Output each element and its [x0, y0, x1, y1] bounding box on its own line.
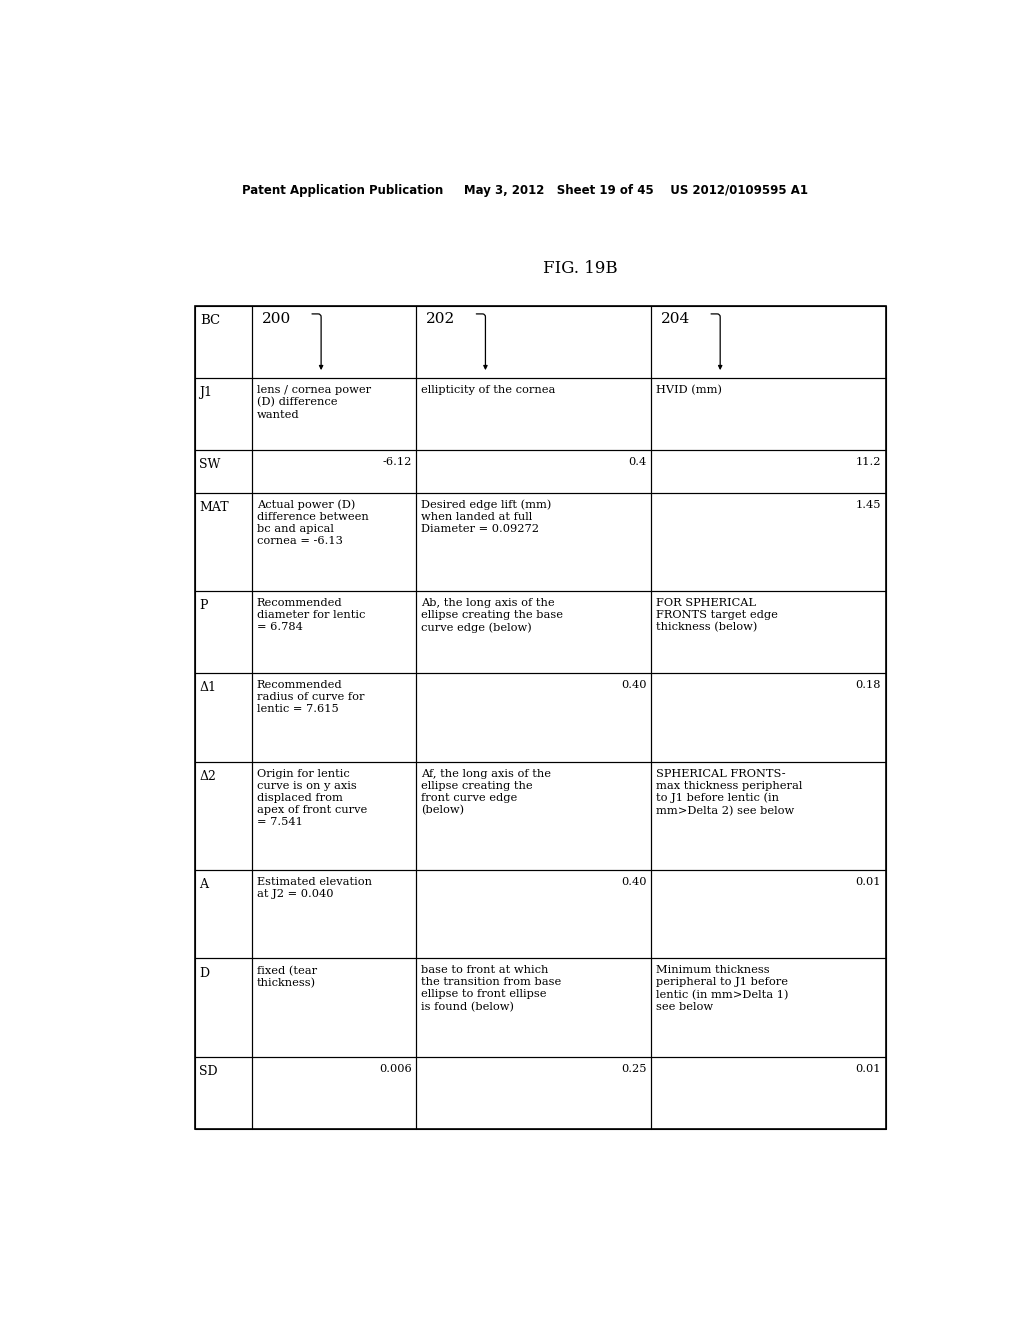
Text: 0.01: 0.01	[856, 878, 881, 887]
Text: 1.45: 1.45	[856, 500, 881, 510]
Bar	[417, 591, 651, 673]
Bar	[651, 870, 886, 958]
Text: J1: J1	[200, 387, 212, 399]
Text: Origin for lentic
curve is on y axis
displaced from
apex of front curve
= 7.541: Origin for lentic curve is on y axis dis…	[257, 768, 367, 826]
Bar	[417, 762, 651, 870]
Bar	[417, 1057, 651, 1129]
Bar	[252, 306, 417, 378]
Text: 0.01: 0.01	[856, 1064, 881, 1074]
Bar	[651, 306, 886, 378]
Bar	[417, 306, 651, 378]
Text: 202: 202	[426, 312, 455, 326]
Text: base to front at which
the transition from base
ellipse to front ellipse
is foun: base to front at which the transition fr…	[421, 965, 561, 1012]
Text: ellipticity of the cornea: ellipticity of the cornea	[421, 385, 556, 395]
Bar	[651, 378, 886, 450]
Text: MAT: MAT	[200, 500, 229, 513]
Text: BC: BC	[201, 314, 220, 327]
Text: 0.18: 0.18	[856, 680, 881, 690]
Text: D: D	[200, 966, 210, 979]
Bar	[252, 492, 417, 591]
Text: Recommended
radius of curve for
lentic = 7.615: Recommended radius of curve for lentic =…	[257, 680, 365, 714]
Bar	[196, 492, 252, 591]
Bar	[196, 591, 252, 673]
Bar	[417, 450, 651, 492]
Bar	[196, 306, 252, 378]
Text: SD: SD	[200, 1065, 218, 1078]
Text: 0.40: 0.40	[621, 680, 646, 690]
Text: Desired edge lift (mm)
when landed at full
Diameter = 0.09272: Desired edge lift (mm) when landed at fu…	[421, 500, 552, 535]
Text: 0.40: 0.40	[621, 878, 646, 887]
Bar	[417, 378, 651, 450]
Bar	[651, 492, 886, 591]
Text: 0.006: 0.006	[379, 1064, 412, 1074]
Bar	[252, 762, 417, 870]
Bar	[651, 450, 886, 492]
Bar	[417, 958, 651, 1057]
Bar	[196, 1057, 252, 1129]
Text: SW: SW	[200, 458, 221, 471]
Text: -6.12: -6.12	[382, 458, 412, 467]
Text: 0.4: 0.4	[628, 458, 646, 467]
Text: HVID (mm): HVID (mm)	[656, 385, 722, 396]
Text: Recommended
diameter for lentic
= 6.784: Recommended diameter for lentic = 6.784	[257, 598, 366, 632]
Text: A: A	[200, 878, 209, 891]
Text: Estimated elevation
at J2 = 0.040: Estimated elevation at J2 = 0.040	[257, 878, 372, 899]
Text: 200: 200	[261, 312, 291, 326]
Text: Ab, the long axis of the
ellipse creating the base
curve edge (below): Ab, the long axis of the ellipse creatin…	[421, 598, 563, 632]
Text: P: P	[200, 599, 208, 612]
Bar	[196, 870, 252, 958]
Bar	[196, 673, 252, 762]
Text: FOR SPHERICAL
FRONTS target edge
thickness (below): FOR SPHERICAL FRONTS target edge thickne…	[656, 598, 778, 632]
Text: Actual power (D)
difference between
bc and apical
cornea = -6.13: Actual power (D) difference between bc a…	[257, 500, 369, 546]
Text: SPHERICAL FRONTS-
max thickness peripheral
to J1 before lentic (in
mm>Delta 2) s: SPHERICAL FRONTS- max thickness peripher…	[656, 768, 802, 816]
Bar	[252, 1057, 417, 1129]
Text: 204: 204	[660, 312, 690, 326]
Text: 0.25: 0.25	[621, 1064, 646, 1074]
Bar	[651, 762, 886, 870]
Bar	[651, 591, 886, 673]
Text: Δ1: Δ1	[200, 681, 216, 694]
Bar	[196, 306, 886, 1129]
Text: Minimum thickness
peripheral to J1 before
lentic (in mm>Delta 1)
see below: Minimum thickness peripheral to J1 befor…	[656, 965, 788, 1012]
Bar	[196, 958, 252, 1057]
Bar	[651, 958, 886, 1057]
Bar	[196, 450, 252, 492]
Bar	[252, 673, 417, 762]
Bar	[417, 870, 651, 958]
Bar	[196, 762, 252, 870]
Bar	[417, 673, 651, 762]
Bar	[252, 870, 417, 958]
Bar	[196, 378, 252, 450]
Bar	[252, 958, 417, 1057]
Bar	[651, 673, 886, 762]
Text: Patent Application Publication     May 3, 2012   Sheet 19 of 45    US 2012/01095: Patent Application Publication May 3, 20…	[242, 183, 808, 197]
Text: fixed (tear
thickness): fixed (tear thickness)	[257, 965, 317, 989]
Text: Δ2: Δ2	[200, 770, 216, 783]
Bar	[252, 591, 417, 673]
Text: lens / cornea power
(D) difference
wanted: lens / cornea power (D) difference wante…	[257, 385, 371, 420]
Bar	[252, 378, 417, 450]
Text: Af, the long axis of the
ellipse creating the
front curve edge
(below): Af, the long axis of the ellipse creatin…	[421, 768, 551, 816]
Bar	[417, 492, 651, 591]
Bar	[252, 450, 417, 492]
Text: FIG. 19B: FIG. 19B	[543, 260, 617, 277]
Bar	[651, 1057, 886, 1129]
Text: 11.2: 11.2	[856, 458, 881, 467]
